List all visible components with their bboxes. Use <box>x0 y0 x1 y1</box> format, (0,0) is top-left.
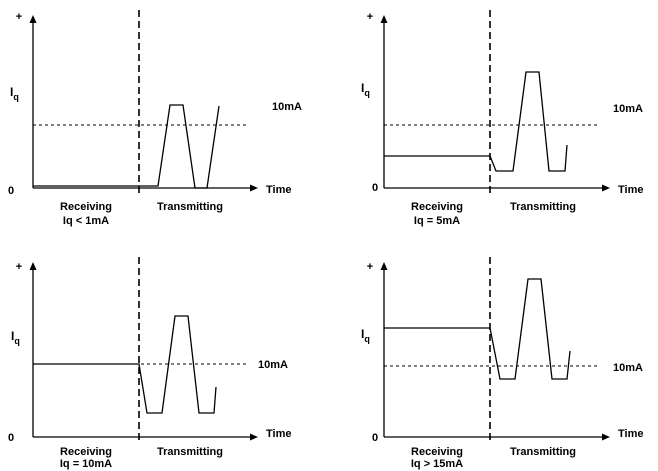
zero-label: 0 <box>372 432 378 444</box>
phase-label-receiving: Iq < 1mA <box>63 215 109 227</box>
phase-label-receiving: Iq > 15mA <box>411 458 463 470</box>
x-axis-arrow <box>250 184 258 192</box>
y-axis-arrow <box>380 15 388 23</box>
plus-label: + <box>16 261 22 273</box>
y-axis-label: Iq <box>361 81 370 98</box>
current-trace <box>384 278 571 380</box>
reference-label: 10mA <box>272 101 302 113</box>
phase-label-receiving: Receiving <box>411 446 463 458</box>
current-trace <box>384 71 568 172</box>
phase-label-transmitting: Transmitting <box>157 201 223 213</box>
phase-label-transmitting: Transmitting <box>510 201 576 213</box>
y-axis-label: Iq <box>10 85 19 102</box>
panel-receive-under-1ma: + Iq 0 Time 10mA Receiving Iq < 1mA Transmittin… <box>8 10 302 227</box>
x-axis-arrow <box>602 184 610 192</box>
reference-label: 10mA <box>613 362 643 374</box>
x-axis-arrow <box>602 433 610 441</box>
x-axis-arrow <box>250 433 258 441</box>
phase-label-receiving: Iq = 10mA <box>60 458 112 470</box>
y-axis-label: Iq <box>11 329 20 346</box>
phase-label-transmitting: Transmitting <box>510 446 576 458</box>
x-axis-label: Time <box>618 428 643 440</box>
phase-label-receiving: Receiving <box>60 446 112 458</box>
y-axis-arrow <box>380 262 388 270</box>
plus-label: + <box>367 11 373 23</box>
phase-label-receiving: Receiving <box>411 201 463 213</box>
plus-label: + <box>16 11 22 23</box>
x-axis-label: Time <box>618 184 643 196</box>
reference-label: 10mA <box>613 103 643 115</box>
y-axis-arrow <box>29 262 37 270</box>
panel-receive-5ma: + Iq 0 Time 10mA Receiving Iq = 5mA Transmittin… <box>361 10 643 227</box>
reference-label: 10mA <box>258 359 288 371</box>
zero-label: 0 <box>8 432 14 444</box>
y-axis-arrow <box>29 15 37 23</box>
current-trace <box>33 104 220 189</box>
phase-label-receiving: Iq = 5mA <box>414 215 460 227</box>
x-axis-label: Time <box>266 184 291 196</box>
current-trace <box>33 315 217 414</box>
phase-label-receiving: Receiving <box>60 201 112 213</box>
zero-label: 0 <box>372 182 378 194</box>
y-axis-label: Iq <box>361 327 370 344</box>
plus-label: + <box>367 261 373 273</box>
x-axis-label: Time <box>266 428 291 440</box>
zero-label: 0 <box>8 185 14 197</box>
phase-label-transmitting: Transmitting <box>157 446 223 458</box>
